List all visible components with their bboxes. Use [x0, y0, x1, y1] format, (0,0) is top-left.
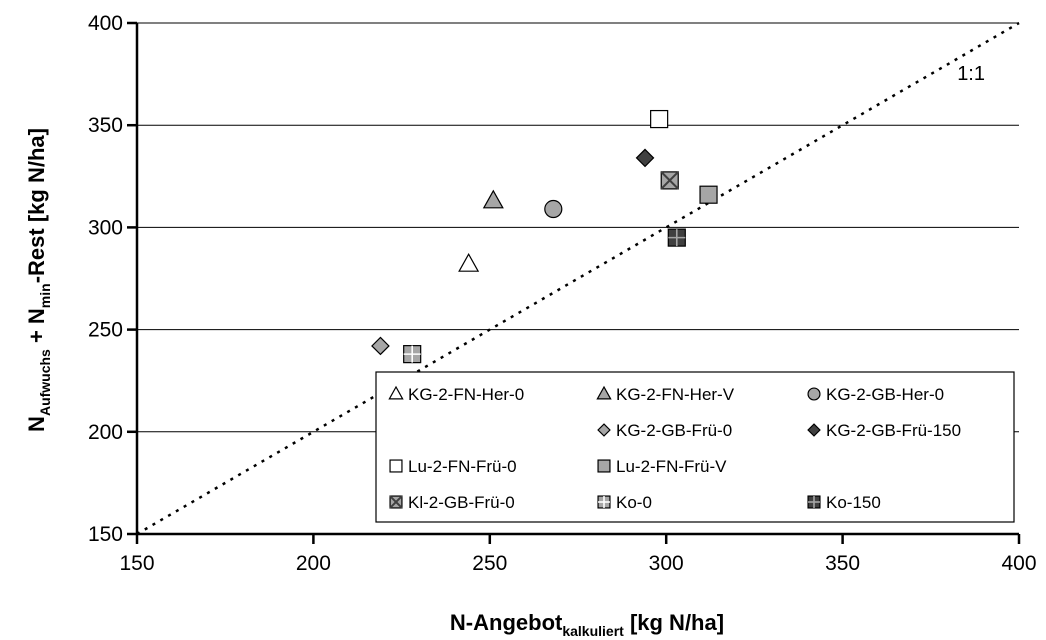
legend-label: Lu-2-FN-Frü-0	[408, 457, 517, 476]
legend-label: KG-2-FN-Her-V	[616, 385, 735, 404]
legend-label: KG-2-GB-Her-0	[826, 385, 944, 404]
reference-line-label: 1:1	[957, 63, 985, 85]
legend: KG-2-FN-Her-0 KG-2-FN-Her-V KG-2-GB-Her-0 K…	[375, 371, 1015, 523]
point-ko-150	[667, 228, 686, 247]
data-points	[371, 109, 718, 364]
legend-label: KG-2-GB-Frü-0	[616, 421, 732, 440]
legend-marker-kg-2-fn-her-v	[596, 385, 612, 400]
point-ko-0	[403, 345, 422, 364]
point-lu-2-fn-fr-v	[699, 185, 718, 204]
legend-label: Lu-2-FN-Frü-V	[616, 457, 727, 476]
y-tick-label-150: 150	[88, 523, 123, 546]
point-kg-2-fn-her-0	[458, 252, 480, 272]
legend-label: Kl-2-GB-Frü-0	[408, 493, 515, 512]
gridlines	[137, 22, 1019, 433]
point-kg-2-gb-her-0	[544, 199, 563, 219]
axes: 150 200 250 300 350 400 150 200 250 300 350 400	[88, 12, 1037, 575]
legend-box	[375, 371, 1015, 523]
legend-marker-kg-2-fn-her-0	[388, 385, 404, 400]
y-tick-label-350: 350	[88, 114, 123, 137]
legend-label: Ko-150	[826, 493, 881, 512]
point-kl-2-gb-fr-0	[660, 171, 679, 190]
x-tick-label-300: 300	[649, 552, 684, 575]
x-tick-label-400: 400	[1001, 552, 1036, 575]
legend-marker-kg-2-gb-fr-0	[597, 423, 611, 437]
x-tick-label-250: 250	[472, 552, 507, 575]
point-kg-2-gb-fr-0	[371, 336, 390, 356]
y-tick-label-200: 200	[88, 421, 123, 444]
x-tick-label-350: 350	[825, 552, 860, 575]
x-tick-label-150: 150	[119, 552, 154, 575]
legend-marker-ko-0	[597, 495, 611, 509]
x-axis-title: N-Angebotkalkuliert [kg N/ha]	[450, 610, 724, 639]
y-tick-label-400: 400	[88, 12, 123, 35]
legend-label: Ko-0	[616, 493, 652, 512]
legend-label: KG-2-GB-Frü-150	[826, 421, 961, 440]
legend-marker-lu-2-fn-fr-v	[597, 459, 611, 473]
y-tick-label-250: 250	[88, 319, 123, 342]
legend-marker-kl-2-gb-fr-0	[389, 495, 403, 509]
point-kg-2-fn-her-v	[482, 189, 504, 209]
legend-marker-kg-2-gb-fr-150	[807, 423, 821, 437]
y-axis-title: NAufwuchs + Nmin-Rest [kg N/ha]	[24, 128, 53, 432]
legend-marker-ko-150	[807, 495, 821, 509]
legend-marker-kg-2-gb-her-0	[807, 387, 821, 401]
point-kg-2-gb-fr-150	[635, 148, 655, 168]
x-tick-label-200: 200	[296, 552, 331, 575]
legend-label: KG-2-FN-Her-0	[408, 385, 524, 404]
y-tick-label-300: 300	[88, 216, 123, 239]
reference-line-group: 1:1	[136, 21, 1020, 536]
point-lu-2-fn-fr-0	[650, 109, 669, 129]
legend-marker-lu-2-fn-fr-0	[389, 459, 403, 473]
